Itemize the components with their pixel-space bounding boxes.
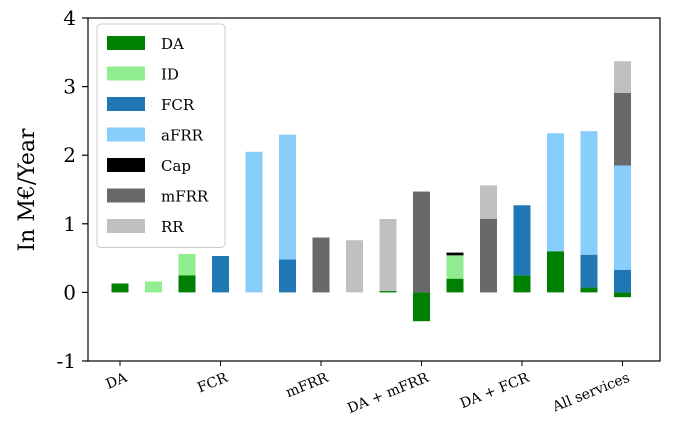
legend-swatch-rr xyxy=(107,219,145,233)
legend-label-rr: RR xyxy=(161,218,184,236)
x-tick-label: All services xyxy=(550,370,632,416)
bar-segment-da-12 xyxy=(513,275,531,293)
bars-layer xyxy=(111,61,631,322)
x-tick-label: mFRR xyxy=(284,370,331,402)
bar-segment-rr-15 xyxy=(614,61,631,93)
legend-swatch-id xyxy=(107,66,145,81)
bar-segment-rr-8 xyxy=(379,219,397,292)
bar-segment-id-10 xyxy=(446,255,464,279)
x-tick-label: FCR xyxy=(195,370,230,397)
bar-segment-da-9 xyxy=(413,292,430,322)
y-tick-label: 3 xyxy=(63,75,76,99)
legend-swatch-fcr xyxy=(107,97,145,111)
bar-segment-da-0 xyxy=(111,283,129,293)
legend-label-da: DA xyxy=(161,35,184,53)
y-tick-label: 2 xyxy=(63,143,76,167)
x-axis: DA FCR mFRR DA + mFRR DA + FCR All services xyxy=(104,361,632,417)
x-tick-label: DA + mFRR xyxy=(345,370,431,417)
plot-frame xyxy=(87,17,661,362)
bar-segment-fcr-5 xyxy=(279,259,296,293)
bar-segment-rr-7 xyxy=(346,240,363,293)
legend-label-cap: Cap xyxy=(161,157,191,175)
bar-segment-id-1 xyxy=(145,281,162,293)
y-axis: -1 0 1 2 3 4 xyxy=(57,6,88,373)
bar-segment-da-8 xyxy=(379,291,397,293)
bar-segment-afrr-5 xyxy=(279,134,296,260)
bar-segment-fcr-12 xyxy=(513,205,531,276)
bar-segment-afrr-13 xyxy=(547,133,564,252)
bar-segment-fcr-3 xyxy=(212,256,229,293)
legend-swatch-cap xyxy=(107,158,145,172)
bar-segment-mfrr-15 xyxy=(614,92,631,166)
y-tick-label: -1 xyxy=(57,349,76,373)
legend-swatch-afrr xyxy=(107,127,145,142)
legend: DA ID FCR aFRR Cap mFRR RR xyxy=(96,23,226,248)
bar-segment-afrr-15 xyxy=(614,165,631,270)
legend-swatch-mfrr xyxy=(107,188,145,203)
bar-segment-da-14 xyxy=(580,287,598,293)
y-tick-label: 0 xyxy=(63,280,76,304)
legend-label-mfrr: mFRR xyxy=(161,188,209,206)
bar-segment-mfrr-9 xyxy=(413,191,430,293)
bar-segment-cap-10 xyxy=(446,252,464,256)
bar-segment-mfrr-11 xyxy=(480,219,497,293)
bar-segment-afrr-14 xyxy=(580,131,598,255)
bar-segment-afrr-4 xyxy=(245,151,263,293)
y-tick-label: 1 xyxy=(63,212,76,236)
legend-label-fcr: FCR xyxy=(161,96,195,114)
y-tick-label: 4 xyxy=(63,6,76,30)
bar-segment-rr-11 xyxy=(480,185,497,219)
bar-segment-id-2 xyxy=(178,253,196,276)
legend-label-afrr: aFRR xyxy=(161,127,204,145)
x-tick-label: DA + FCR xyxy=(458,370,532,412)
bar-segment-fcr-15 xyxy=(614,269,631,293)
bar-segment-da-13 xyxy=(547,251,564,293)
bar-segment-da-2 xyxy=(178,275,196,293)
bar-segment-da-15 xyxy=(614,292,631,298)
legend-label-id: ID xyxy=(161,66,179,84)
bar-segment-fcr-14 xyxy=(580,254,598,288)
x-tick-label: DA xyxy=(104,370,131,393)
bar-segment-mfrr-6 xyxy=(312,237,330,293)
y-axis-title: In M€/Year xyxy=(15,128,40,252)
bar-segment-da-10 xyxy=(446,278,464,293)
legend-swatch-da xyxy=(107,36,145,50)
